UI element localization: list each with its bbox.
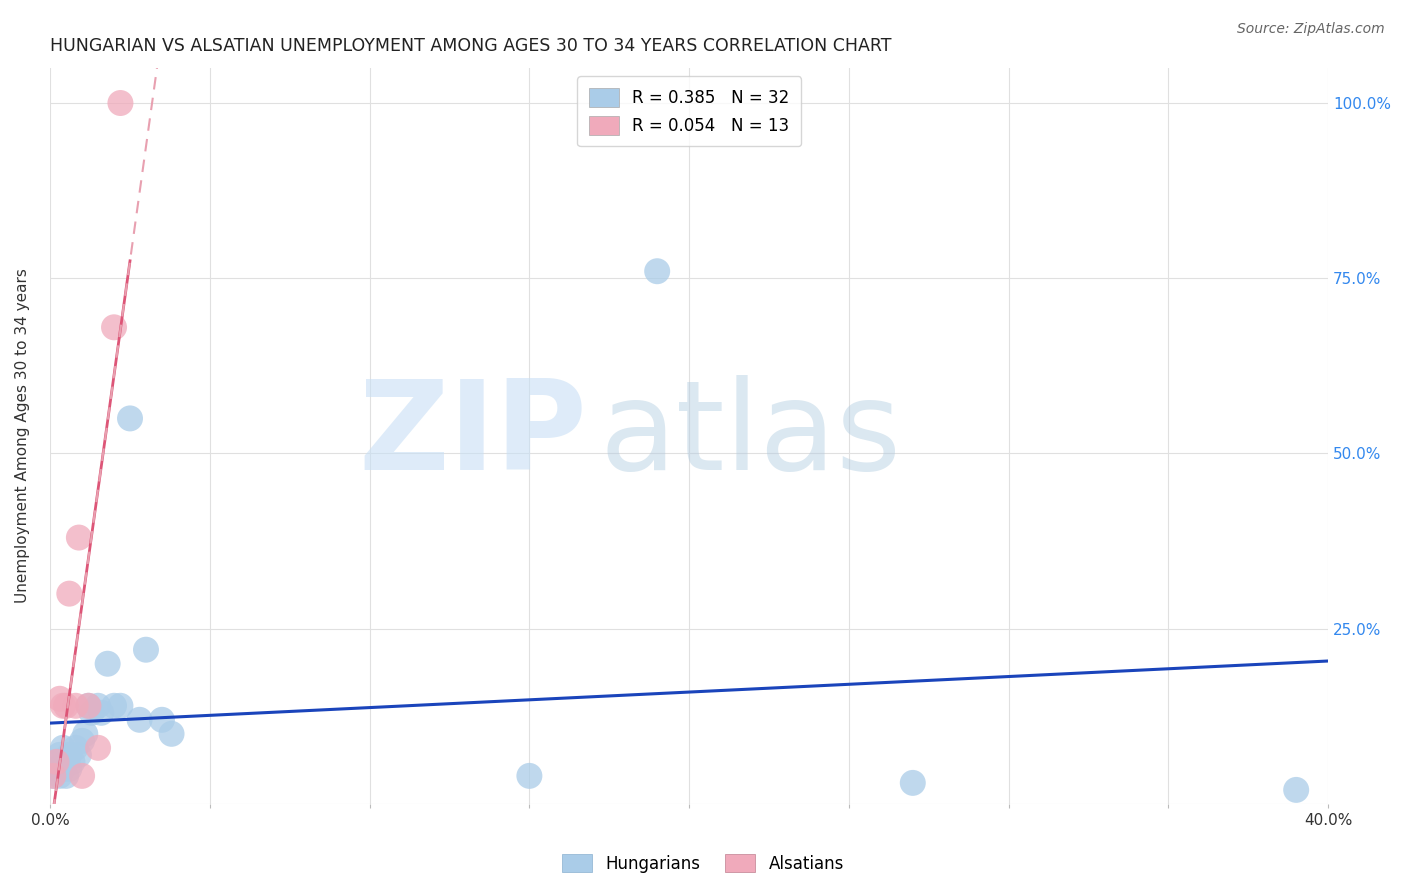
Point: [87, 698, 110, 713]
Point: [58, 762, 80, 776]
Point: [55, 769, 77, 783]
Point: [77, 698, 100, 713]
Point: [645, 264, 668, 278]
Point: [90, 706, 112, 720]
Point: [48, 747, 70, 762]
Point: [52, 698, 75, 713]
Point: [67, 531, 90, 545]
Point: [55, 698, 77, 713]
Point: [52, 762, 75, 776]
Point: [55, 755, 77, 769]
Point: [45, 755, 67, 769]
Point: [58, 587, 80, 601]
Point: [42, 769, 65, 783]
Point: [62, 755, 84, 769]
Point: [70, 769, 93, 783]
Point: [160, 727, 183, 741]
Point: [110, 698, 132, 713]
Point: [70, 734, 93, 748]
Point: [1285, 783, 1308, 797]
Point: [103, 320, 125, 334]
Point: [103, 698, 125, 713]
Point: [135, 642, 157, 657]
Point: [52, 740, 75, 755]
Point: [42, 769, 65, 783]
Point: [519, 769, 541, 783]
Point: [110, 95, 132, 110]
Text: atlas: atlas: [600, 376, 901, 497]
Legend: Hungarians, Alsatians: Hungarians, Alsatians: [555, 847, 851, 880]
Text: ZIP: ZIP: [359, 376, 586, 497]
Point: [58, 747, 80, 762]
Point: [48, 691, 70, 706]
Point: [45, 762, 67, 776]
Point: [97, 657, 120, 671]
Point: [75, 727, 97, 741]
Text: HUNGARIAN VS ALSATIAN UNEMPLOYMENT AMONG AGES 30 TO 34 YEARS CORRELATION CHART: HUNGARIAN VS ALSATIAN UNEMPLOYMENT AMONG…: [51, 37, 891, 55]
Point: [67, 747, 90, 762]
Point: [118, 411, 141, 425]
Y-axis label: Unemployment Among Ages 30 to 34 years: Unemployment Among Ages 30 to 34 years: [15, 268, 30, 603]
Point: [65, 740, 87, 755]
Point: [77, 698, 100, 713]
Point: [901, 776, 924, 790]
Point: [87, 740, 110, 755]
Point: [80, 706, 103, 720]
Legend: R = 0.385   N = 32, R = 0.054   N = 13: R = 0.385 N = 32, R = 0.054 N = 13: [578, 77, 801, 146]
Point: [128, 713, 150, 727]
Point: [150, 713, 173, 727]
Point: [65, 698, 87, 713]
Point: [45, 755, 67, 769]
Point: [48, 769, 70, 783]
Text: Source: ZipAtlas.com: Source: ZipAtlas.com: [1237, 22, 1385, 37]
